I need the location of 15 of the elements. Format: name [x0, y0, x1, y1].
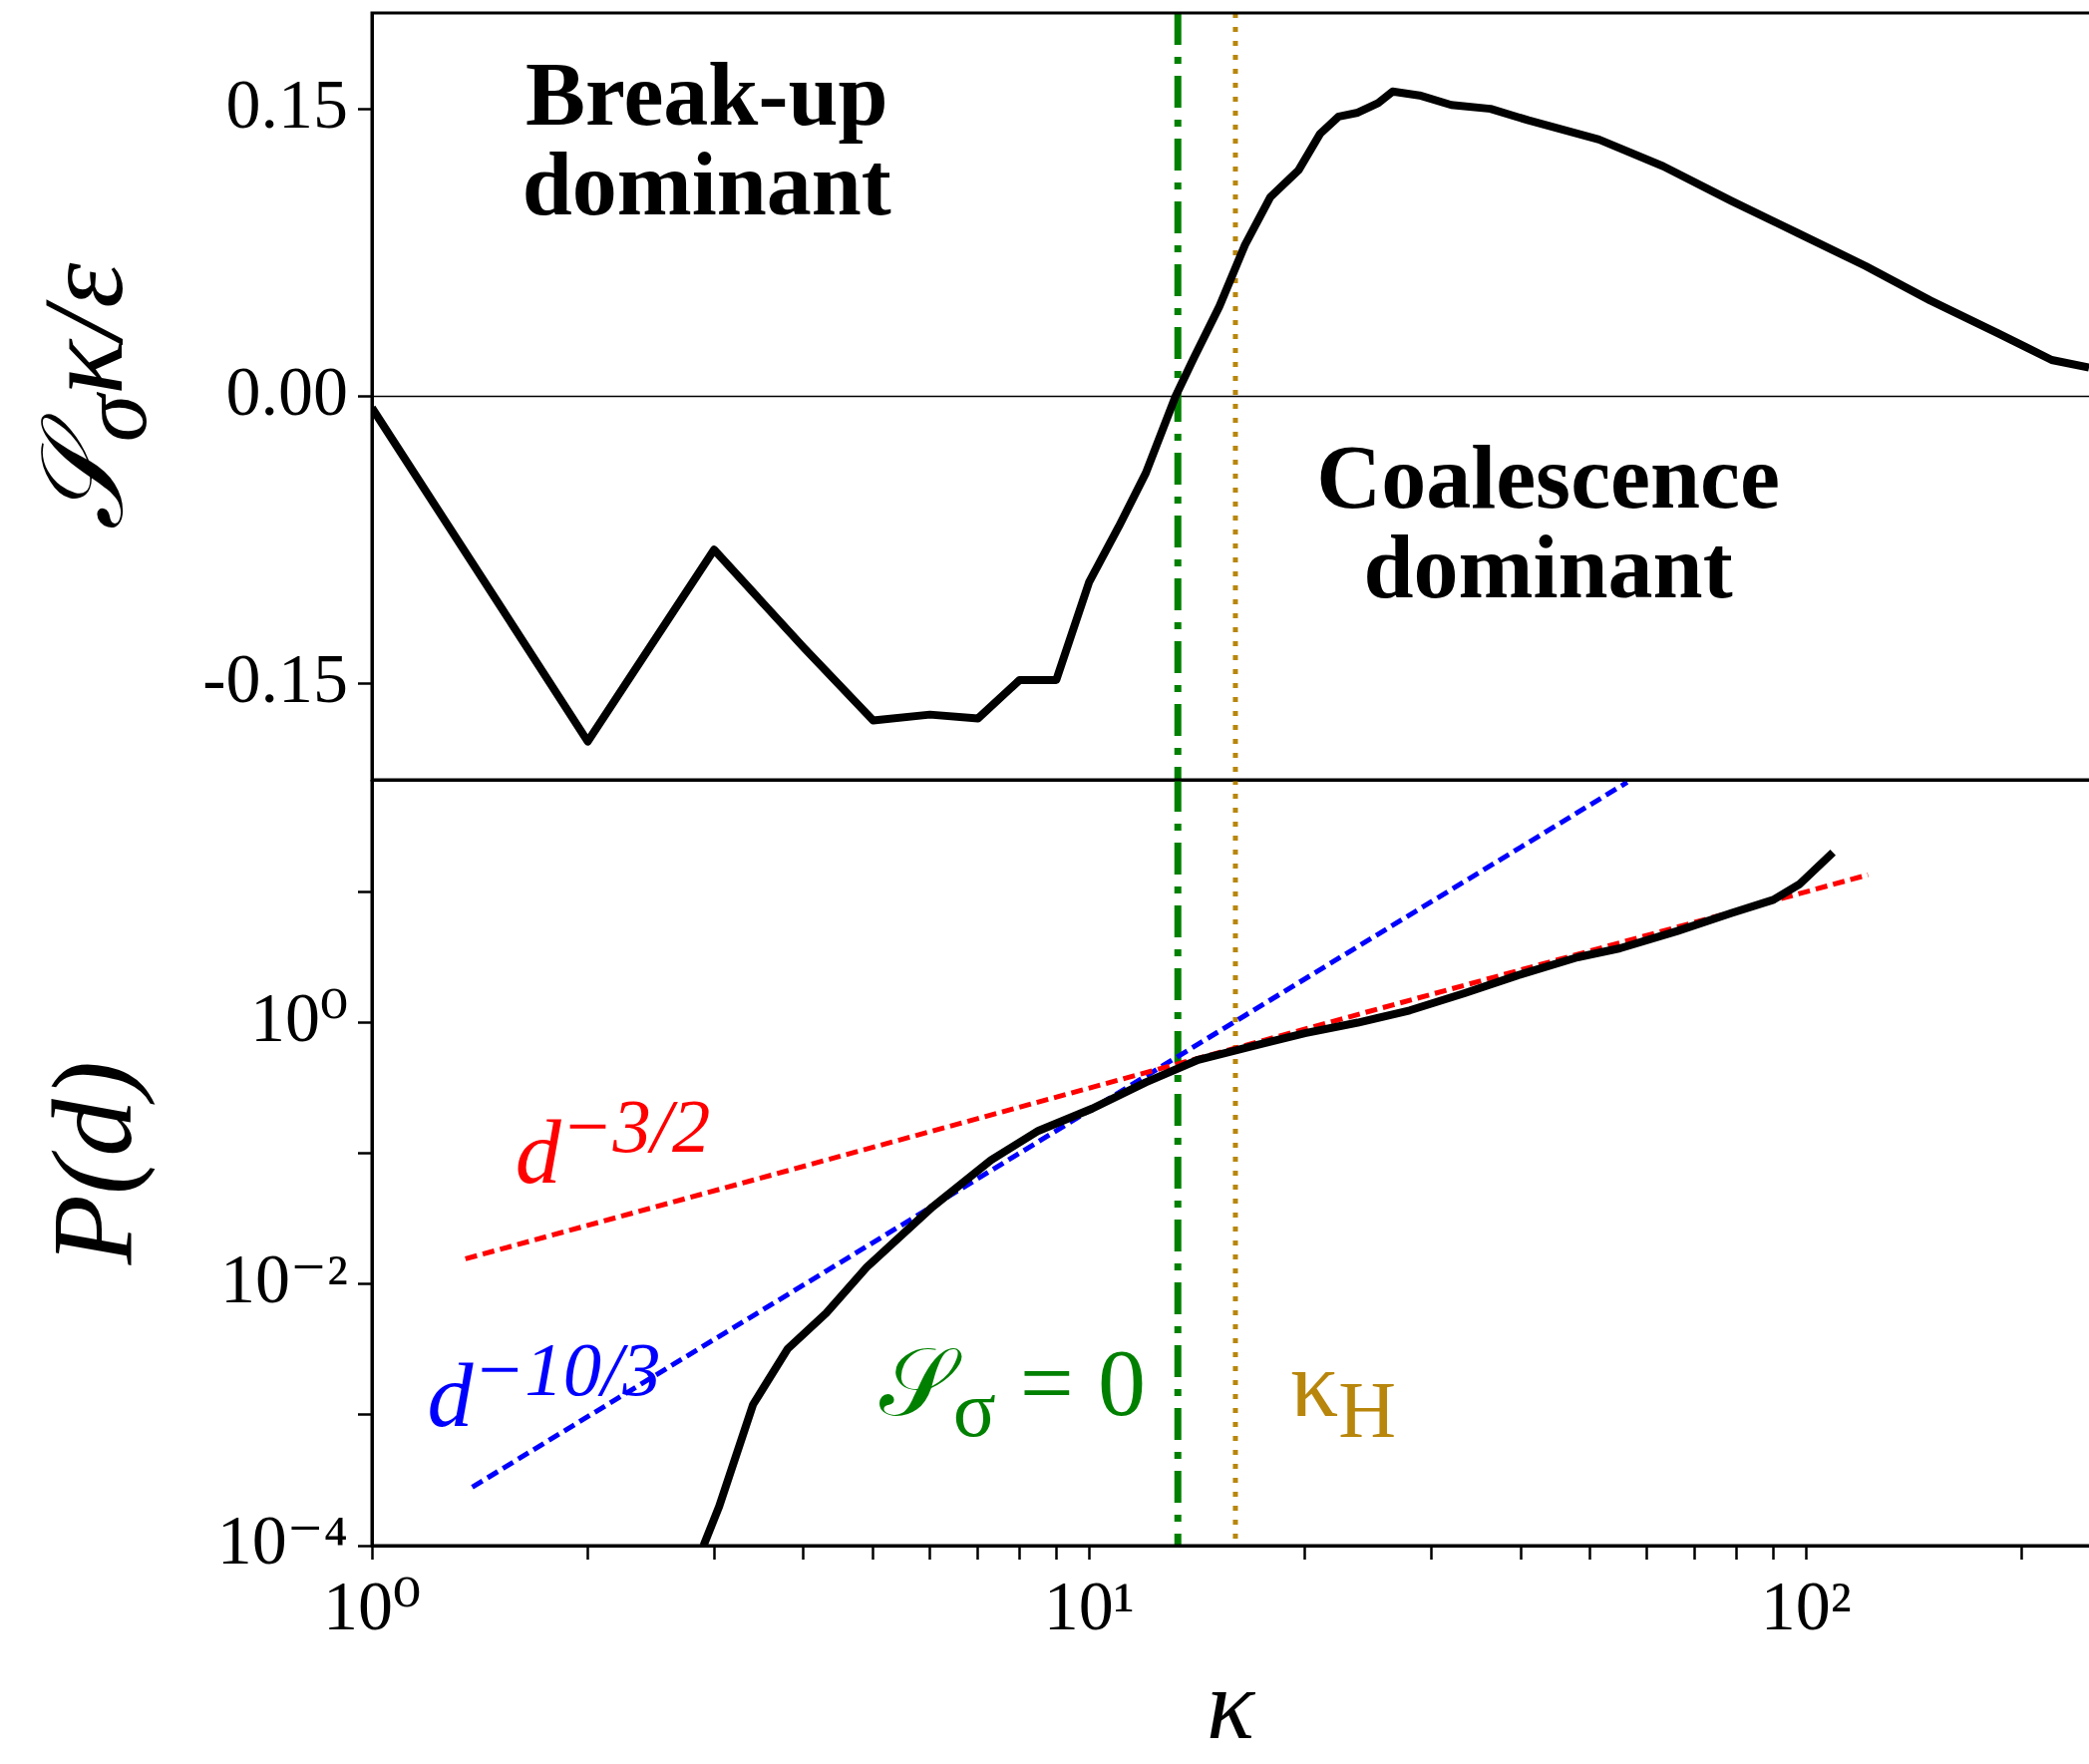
y-tick-label: -0.15 [202, 640, 348, 718]
x-axis-title: κ [1207, 1647, 1254, 1762]
y-axis-title: P(d) [28, 1060, 157, 1265]
series-label: d$^{−10/3}$ [427, 1326, 661, 1449]
y-tick-label: 10⁰ [249, 978, 348, 1056]
annotation: 𝒮$_{σ}$ = 0 [878, 1329, 1146, 1453]
y-tick-label: 0.15 [225, 65, 348, 143]
y-tick-label: 0.00 [225, 352, 348, 430]
ref-line-label: κ$_{H}$ [1289, 1329, 1397, 1456]
annotation: Break-up dominant [521, 44, 892, 233]
series-label: d$^{−3/2}$ [515, 1083, 711, 1206]
x-tick-label: 10² [1760, 1568, 1852, 1645]
x-tick-label: 10¹ [1043, 1568, 1135, 1645]
annotation: Coalescence dominant [1315, 428, 1781, 617]
y-tick-label: 10⁻² [220, 1240, 348, 1318]
